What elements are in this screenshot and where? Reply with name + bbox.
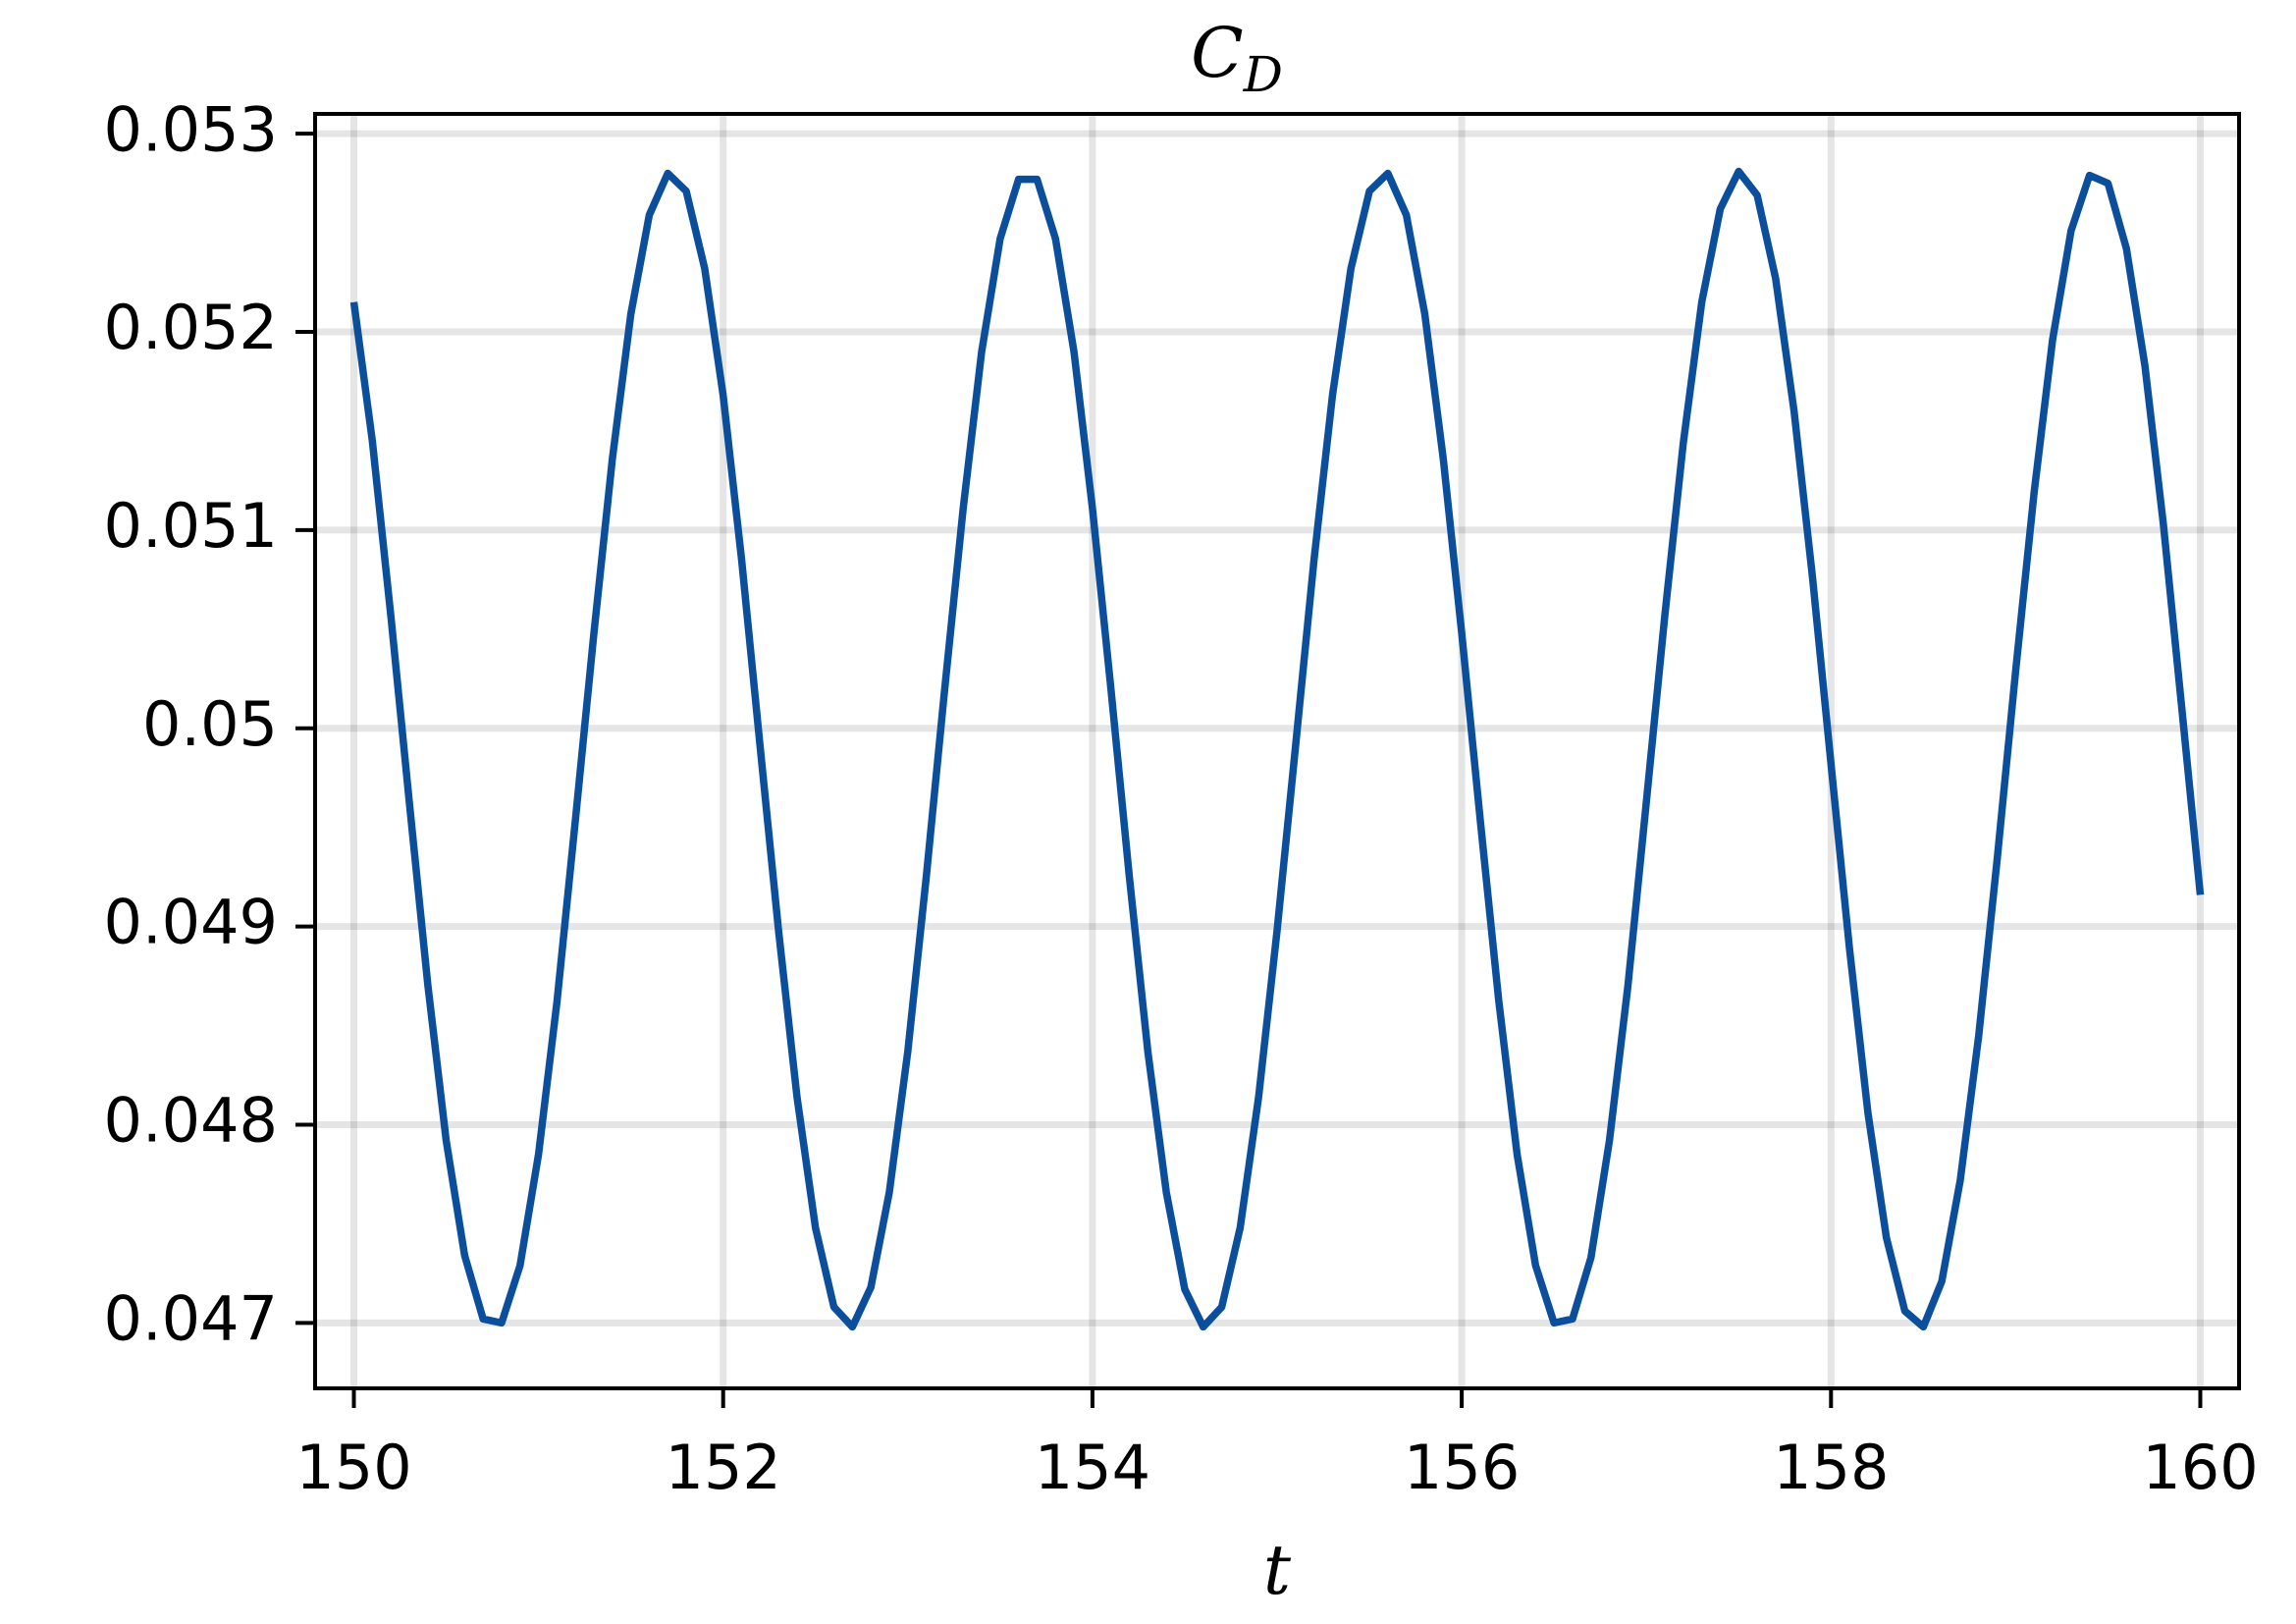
x-tick-label: 152 [666,1432,781,1503]
x-tick-label: 154 [1035,1432,1150,1503]
y-tick-label: 0.052 [104,292,279,363]
y-tick-label: 0.053 [104,93,279,165]
title-subscript: D [1243,46,1283,103]
plot-frame [313,112,2241,1390]
x-tick-label: 158 [1773,1432,1889,1503]
x-tick-label: 160 [2142,1432,2258,1503]
x-tick-label: 150 [295,1432,411,1503]
y-tick-label: 0.048 [104,1085,279,1157]
title-main: C [1191,13,1244,93]
data-line [349,167,2205,1331]
y-tick-label: 0.05 [142,688,278,760]
y-tick-label: 0.047 [104,1282,279,1354]
x-tick-label: 156 [1404,1432,1520,1503]
y-tick-label: 0.051 [104,490,279,562]
y-tick-label: 0.049 [104,887,279,958]
x-axis-label: t [1263,1530,1292,1610]
chart-title: CD [1191,13,1283,103]
